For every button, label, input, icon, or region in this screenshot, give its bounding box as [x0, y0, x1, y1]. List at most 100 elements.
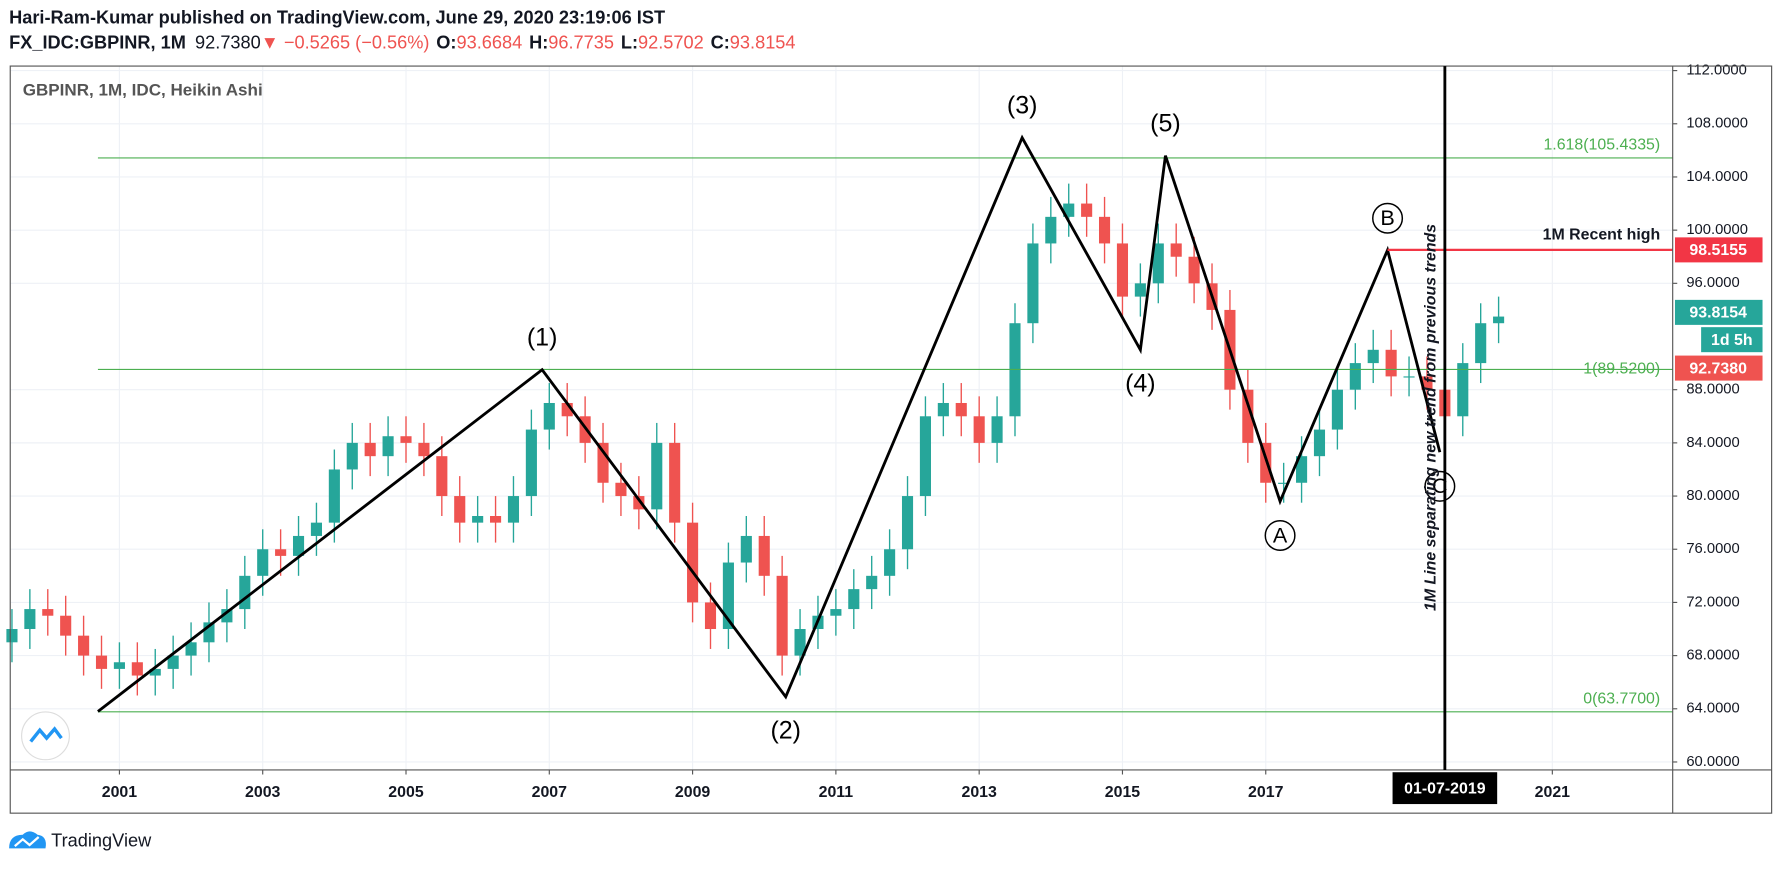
- candle-body: [400, 436, 412, 443]
- ohlc-value: 93.6684: [457, 32, 523, 52]
- candle-body: [221, 609, 233, 623]
- y-tick-label: 104.0000: [1686, 169, 1748, 185]
- x-tick-label: 2001: [102, 784, 138, 801]
- candle-body: [1421, 376, 1433, 390]
- candle-body: [740, 535, 752, 563]
- candle-body: [149, 668, 161, 676]
- candle-body: [78, 635, 90, 656]
- frame: [9, 65, 1773, 814]
- x-tick-label: 2005: [388, 784, 424, 801]
- candle-body: [382, 436, 394, 457]
- y-tick-label: 100.0000: [1686, 222, 1748, 238]
- ohlc-key: C:: [711, 32, 730, 52]
- y-tick-label: 68.0000: [1686, 648, 1739, 664]
- candle-body: [597, 442, 609, 483]
- ohlc-value: 96.7735: [548, 32, 614, 52]
- candle-body: [1349, 363, 1361, 390]
- candle-body: [973, 416, 985, 443]
- candle-body: [167, 655, 179, 669]
- candle-body: [1331, 389, 1343, 430]
- x-tick-label: 2017: [1248, 784, 1284, 801]
- candle-body: [275, 549, 287, 556]
- candle-body: [239, 575, 251, 610]
- recent-high-text: 1M Recent high: [1543, 226, 1661, 243]
- y-tick-label: 64.0000: [1686, 701, 1739, 717]
- wave-label: (2): [770, 717, 801, 745]
- y-tick-label: 84.0000: [1686, 435, 1739, 451]
- wave-label: A: [1273, 522, 1288, 547]
- candle-body: [6, 629, 18, 643]
- candle-body: [955, 402, 967, 417]
- candle-body: [113, 662, 125, 669]
- last-price: 92.7380: [195, 32, 261, 52]
- candle-body: [1457, 363, 1469, 417]
- candle-body: [310, 522, 323, 536]
- y-tick-label: 72.0000: [1686, 594, 1739, 610]
- watermark-logo: [21, 711, 70, 761]
- x-tick-label: 2013: [961, 784, 997, 801]
- candle-body: [507, 496, 520, 523]
- candle-body: [937, 402, 949, 417]
- candle-body: [1134, 283, 1146, 297]
- symbol: FX_IDC:GBPINR, 1M: [9, 32, 186, 52]
- candle-body: [1081, 203, 1093, 217]
- candle-body: [1313, 429, 1326, 457]
- wave-circle: [1372, 202, 1404, 234]
- symbol-line: FX_IDC:GBPINR, 1M 92.7380▼ −0.5265 (−0.56…: [9, 32, 795, 52]
- candle-body: [1278, 482, 1290, 484]
- date-badge: [1392, 772, 1498, 805]
- last-badge-label: 92.7380: [1689, 360, 1747, 377]
- candle-body: [525, 429, 537, 497]
- byline: Hari-Ram-Kumar published on TradingView.…: [9, 7, 665, 27]
- candle-body: [919, 416, 931, 497]
- wave-label: B: [1380, 205, 1394, 230]
- candle-body: [561, 402, 573, 417]
- candle-body: [901, 496, 914, 550]
- candle-body: [472, 516, 484, 523]
- x-tick-label: 2003: [245, 784, 281, 801]
- date-badge-label: 01-07-2019: [1404, 780, 1486, 797]
- price-badge-label: 98.5155: [1689, 242, 1747, 259]
- candle-body: [687, 522, 699, 603]
- ohlc-value: 93.8154: [730, 32, 796, 52]
- candle-body: [1188, 256, 1200, 284]
- candle-body: [1063, 203, 1075, 217]
- candle-body: [1170, 243, 1182, 257]
- candle-body: [1367, 349, 1379, 364]
- candle-body: [669, 442, 681, 523]
- candle-body: [704, 602, 717, 630]
- countdown-badge: [1701, 327, 1763, 353]
- candle-body: [257, 549, 269, 576]
- ohlc-key: L:: [621, 32, 638, 52]
- ohlc-value: 92.5702: [638, 32, 704, 52]
- candle-body: [794, 629, 806, 656]
- candle-body: [1152, 243, 1164, 284]
- candle-body: [848, 589, 860, 610]
- ohlc-key: H:: [529, 32, 548, 52]
- y-tick-label: 112.0000: [1686, 63, 1747, 79]
- x-tick-label: 2007: [532, 784, 568, 801]
- candle-body: [651, 442, 663, 510]
- candle-body: [991, 416, 1003, 443]
- countdown-label: 1d 5h: [1711, 332, 1753, 349]
- x-tick-label: 2009: [675, 784, 711, 801]
- candle-body: [436, 456, 448, 497]
- wave-label: (3): [1007, 92, 1038, 120]
- candle-body: [490, 516, 502, 523]
- y-tick-label: 60.0000: [1686, 754, 1739, 770]
- wave-label: (1): [527, 324, 558, 352]
- candle-body: [42, 609, 54, 616]
- candle-body: [203, 622, 215, 643]
- candle-body: [722, 562, 734, 630]
- y-tick-label: 88.0000: [1686, 382, 1739, 398]
- candle-body: [543, 402, 555, 430]
- x-tick-label: 2011: [819, 784, 854, 801]
- candle-body: [60, 615, 72, 636]
- wave-label: (4): [1125, 370, 1156, 398]
- author: Hari-Ram-Kumar published on TradingView.…: [9, 7, 665, 27]
- candle-body: [292, 535, 305, 556]
- candle-body: [1242, 389, 1254, 443]
- wave-line: [97, 134, 1442, 713]
- close-badge: [1674, 299, 1763, 325]
